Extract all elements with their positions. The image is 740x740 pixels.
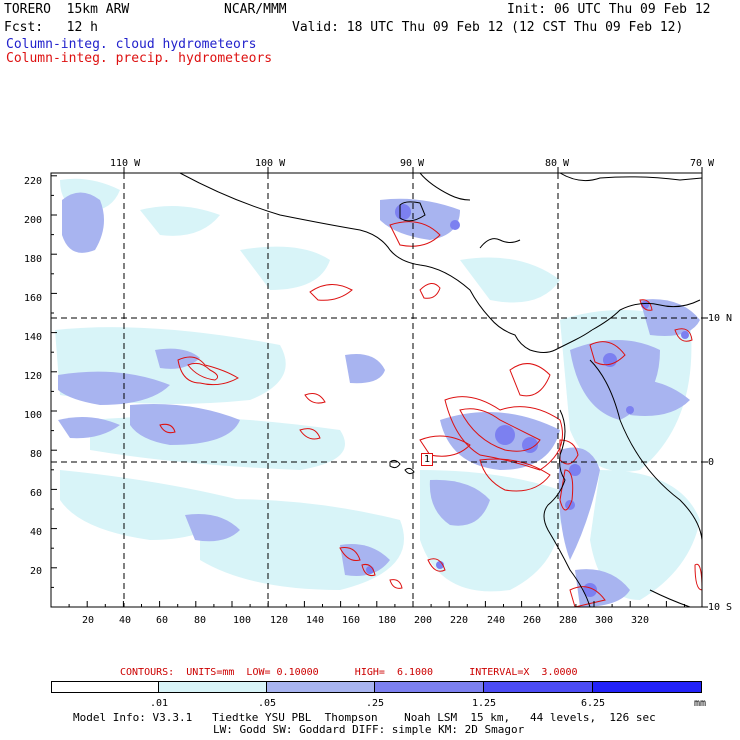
lon-label-100w: 100 W — [255, 158, 286, 169]
precip-contours — [159, 221, 702, 607]
x-label: 80 — [194, 615, 207, 626]
cloud-field-title: Column-integ. cloud hydrometeors — [6, 37, 257, 52]
precip-field-title: Column-integ. precip. hydrometeors — [6, 51, 273, 66]
legend-tick: .01 — [150, 698, 169, 709]
x-label: 120 — [270, 615, 289, 626]
x-label: 180 — [378, 615, 397, 626]
legend-tick: .05 — [258, 698, 277, 709]
x-label: 60 — [156, 615, 169, 626]
x-label: 100 — [233, 615, 252, 626]
x-label: 240 — [487, 615, 506, 626]
legend-swatch-4 — [483, 681, 593, 693]
lon-label-80w: 80 W — [545, 158, 570, 169]
x-label: 220 — [450, 615, 469, 626]
center-label: NCAR/MMM — [224, 2, 287, 17]
y-label: 100 — [24, 410, 43, 421]
forecast-hour: Fcst: 12 h — [4, 20, 98, 35]
legend-swatch-0 — [51, 681, 159, 693]
lon-label-90w: 90 W — [400, 158, 425, 169]
y-label: 120 — [24, 371, 43, 382]
x-label: 20 — [82, 615, 95, 626]
x-label: 260 — [523, 615, 542, 626]
model-info: Model Info: V3.3.1 Tiedtke YSU PBL Thomp… — [73, 711, 656, 724]
legend-tick: 1.25 — [472, 698, 497, 709]
x-label: 320 — [631, 615, 650, 626]
y-label: 80 — [30, 449, 43, 460]
axis-ticks — [50, 167, 708, 608]
contour-label-box: 1 — [421, 453, 434, 466]
x-label: 40 — [119, 615, 132, 626]
y-label: 40 — [30, 527, 43, 538]
lat-label-10s: 10 S — [708, 602, 733, 613]
coastlines — [179, 173, 702, 607]
y-label: 220 — [24, 176, 43, 187]
legend-swatch-3 — [374, 681, 484, 693]
legend-unit: mm — [694, 698, 707, 709]
y-label: 180 — [24, 254, 43, 265]
y-label: 60 — [30, 488, 43, 499]
contour-info: CONTOURS: UNITS=mm LOW= 0.10000 HIGH= 6.… — [120, 667, 578, 678]
legend-tick: .25 — [366, 698, 385, 709]
y-label: 20 — [30, 566, 43, 577]
x-label: 280 — [559, 615, 578, 626]
legend-swatch-1 — [158, 681, 267, 693]
y-label: 160 — [24, 293, 43, 304]
legend-swatch-2 — [266, 681, 375, 693]
lon-label-70w: 70 W — [690, 158, 715, 169]
lon-label-110w: 110 W — [110, 158, 141, 169]
y-label: 200 — [24, 215, 43, 226]
model-title: TORERO 15km ARW — [4, 2, 130, 17]
lat-label-10n: 10 N — [708, 313, 733, 324]
x-label: 300 — [595, 615, 614, 626]
x-label: 160 — [342, 615, 361, 626]
valid-time: Valid: 18 UTC Thu 09 Feb 12 (12 CST Thu … — [292, 20, 684, 35]
hydrometeor-field — [51, 173, 702, 607]
graticule — [51, 173, 702, 607]
model-physics: LW: Godd SW: Goddard DIFF: simple KM: 2D… — [213, 723, 525, 736]
legend-swatch-5 — [592, 681, 702, 693]
lat-label-0: 0 — [708, 457, 715, 468]
x-label: 140 — [306, 615, 325, 626]
init-time: Init: 06 UTC Thu 09 Feb 12 — [507, 2, 711, 17]
y-label: 140 — [24, 332, 43, 343]
legend-tick: 6.25 — [581, 698, 606, 709]
x-label: 200 — [414, 615, 433, 626]
